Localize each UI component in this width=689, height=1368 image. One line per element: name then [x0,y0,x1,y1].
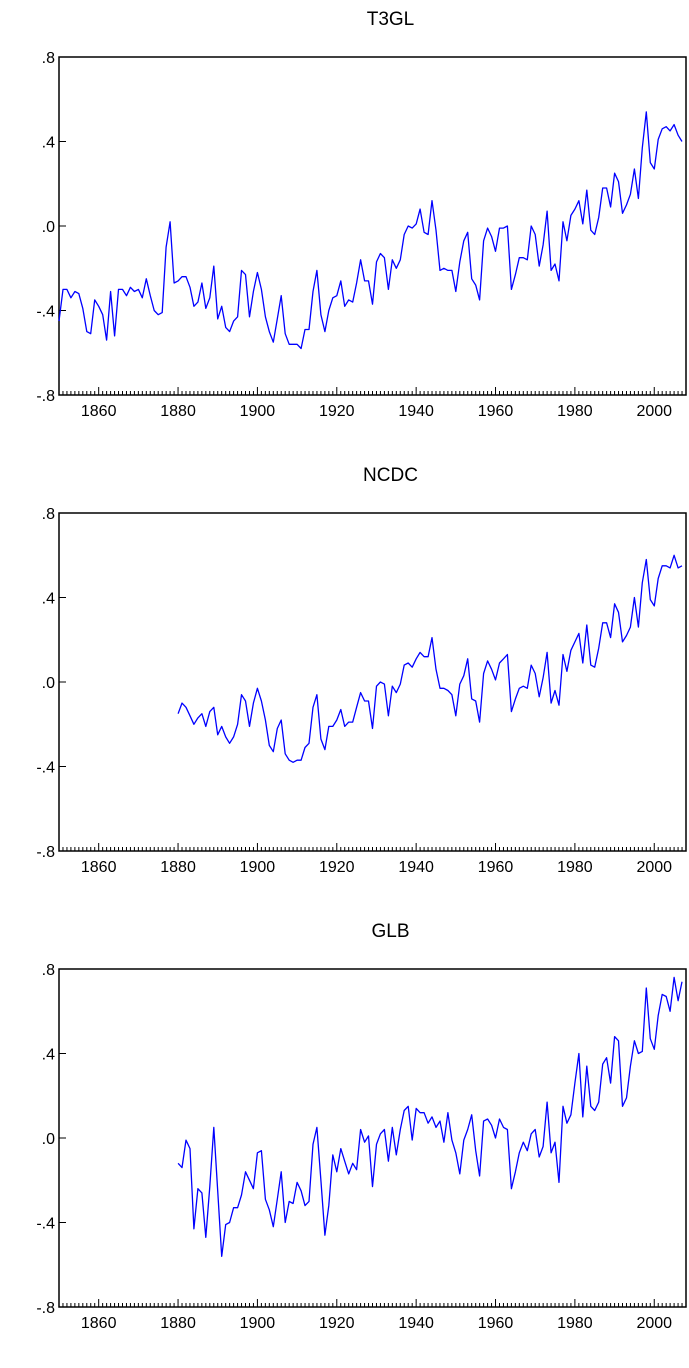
y-tick-label: -.8 [36,388,55,405]
chart-svg: GLB .8 .4 .0 -.4 -.8 1860 1880 1900 1920 1940 1960 1… [36,921,687,1332]
y-tick-label: .8 [42,962,55,979]
x-tick-label: 1920 [319,859,355,876]
chart-svg: T3GL .8 .4 .0 -.4 -.8 1860 1880 1900 1920 1940 1960… [36,9,687,420]
x-tick-label: 1900 [240,403,276,420]
y-tick-label: .0 [42,1131,55,1148]
y-tick-label: -.8 [36,844,55,861]
chart-title: T3GL [367,9,415,30]
x-tick-label: 1960 [478,859,514,876]
y-tick-label: -.4 [36,304,55,321]
x-tick-label: 1920 [319,403,355,420]
x-tick-label: 1980 [557,1315,593,1332]
x-tick-label: 1920 [319,1315,355,1332]
y-tick-label: -.4 [36,1216,55,1233]
x-tick-label: 1880 [160,859,196,876]
chart-title: NCDC [363,465,418,486]
x-tick-label: 1960 [478,403,514,420]
x-tick-label: 1900 [240,859,276,876]
y-tick-label: -.8 [36,1300,55,1317]
x-tick-label: 1860 [81,1315,117,1332]
plot-frame [58,512,687,852]
plot-frame [58,968,687,1308]
y-tick-label: .8 [42,50,55,67]
plot-frame [58,56,687,396]
x-tick-label: 2000 [636,1315,672,1332]
series-points [59,112,682,349]
x-tick-label: 1940 [398,859,434,876]
x-tick-label: 1880 [160,1315,196,1332]
y-tick-label: .0 [42,675,55,692]
y-tick-label: .0 [42,219,55,236]
chart-panel-t3gl: T3GL .8 .4 .0 -.4 -.8 1860 1880 1900 1920 1940 1960… [0,0,689,456]
x-tick-label: 2000 [636,859,672,876]
series-line [177,554,683,763]
y-tick-label: .8 [42,506,55,523]
x-tick-label: 1940 [398,403,434,420]
y-tick-label: .4 [42,1047,55,1064]
series-points [178,555,682,762]
x-tick-label: 1980 [557,859,593,876]
series-line [177,976,683,1257]
x-tick-label: 1880 [160,403,196,420]
chart-svg: NCDC .8 .4 .0 -.4 -.8 1860 1880 1900 1920 1940 1960… [36,465,687,876]
chart-panel-ncdc: NCDC .8 .4 .0 -.4 -.8 1860 1880 1900 1920 1940 1960… [0,456,689,912]
chart-title: GLB [371,921,409,942]
x-tick-label: 1860 [81,859,117,876]
series-line [58,111,683,350]
x-tick-label: 1860 [81,403,117,420]
y-tick-label: -.4 [36,760,55,777]
x-tick-label: 1940 [398,1315,434,1332]
x-tick-label: 2000 [636,403,672,420]
x-tick-label: 1980 [557,403,593,420]
x-tick-label: 1900 [240,1315,276,1332]
series-points [178,977,682,1256]
chart-panel-glb: GLB .8 .4 .0 -.4 -.8 1860 1880 1900 1920 1940 1960 1… [0,912,689,1368]
y-tick-label: .4 [42,135,55,152]
y-tick-label: .4 [42,591,55,608]
x-tick-label: 1960 [478,1315,514,1332]
